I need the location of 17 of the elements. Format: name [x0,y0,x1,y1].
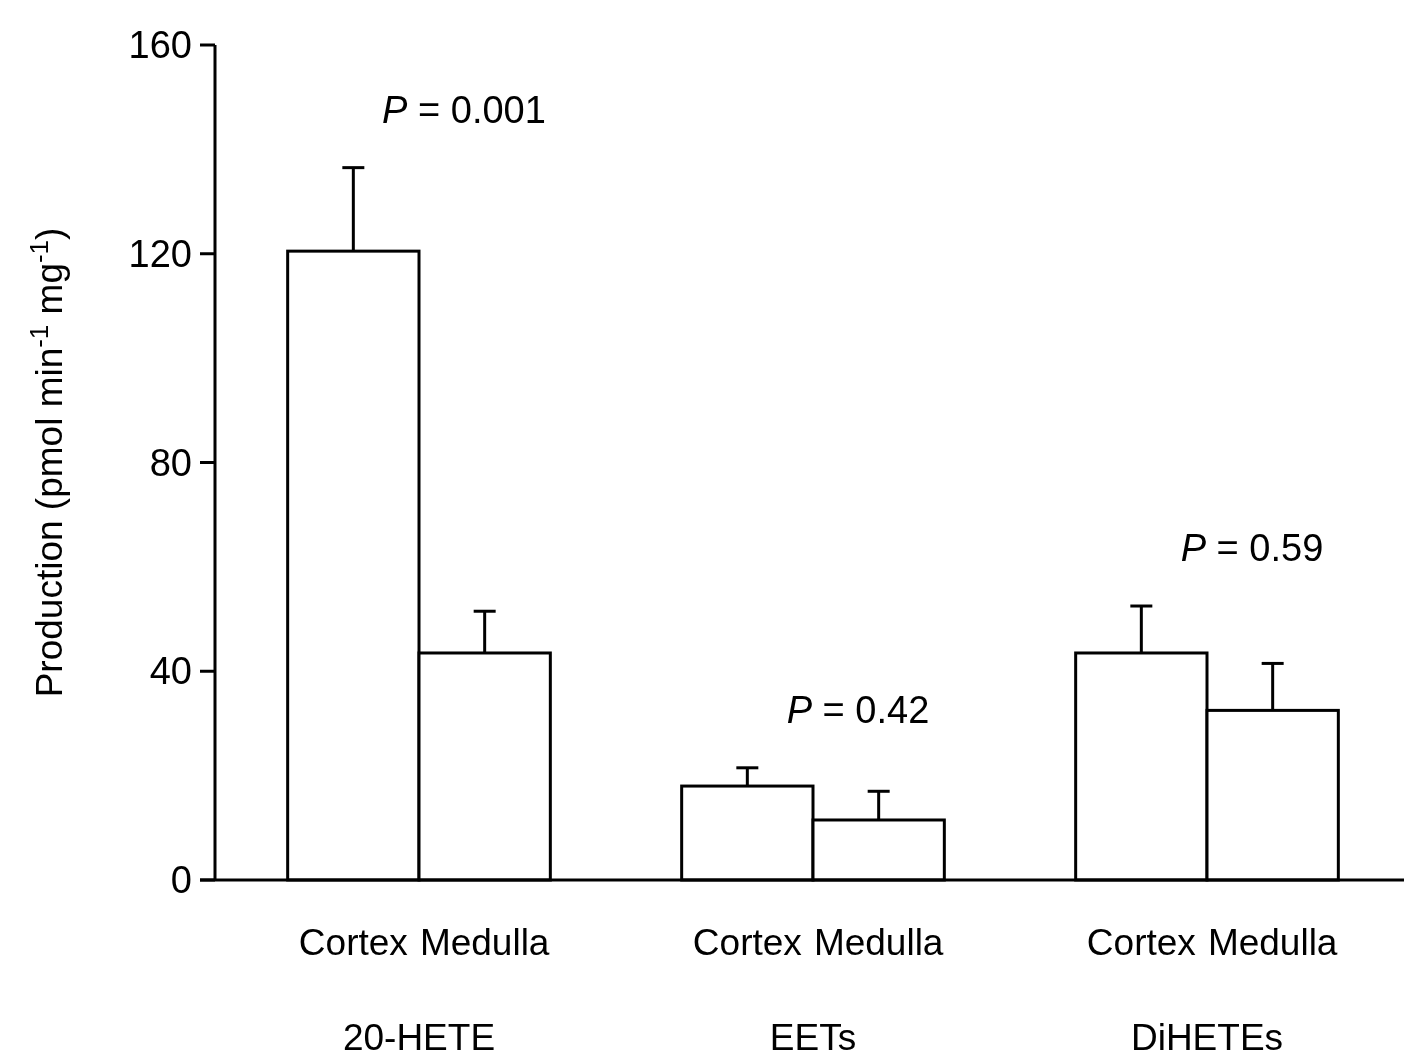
x-tick-label: EETs [769,1017,857,1058]
annotation: P = 0.59 [1180,527,1324,570]
x-tick-label: DiHETEs [1130,1017,1284,1058]
y-tick-label: 160 [128,24,192,66]
series-label: Medulla [419,922,550,963]
y-tick-label: 120 [128,232,192,275]
annotation: P = 0.42 [786,688,930,731]
series-label: Cortex [298,922,409,963]
text: Cortex [1086,922,1196,963]
y-tick-label: 0 [170,859,192,901]
text: Medulla [1207,922,1338,963]
text: Medulla [813,922,944,963]
y-tick-label: 40 [149,650,192,693]
x-tick-label: 20-HETE [342,1017,496,1058]
text: Cortex [692,922,802,963]
annotation: P = 0.001 [382,88,546,131]
y-tick-label: 80 [149,441,192,484]
